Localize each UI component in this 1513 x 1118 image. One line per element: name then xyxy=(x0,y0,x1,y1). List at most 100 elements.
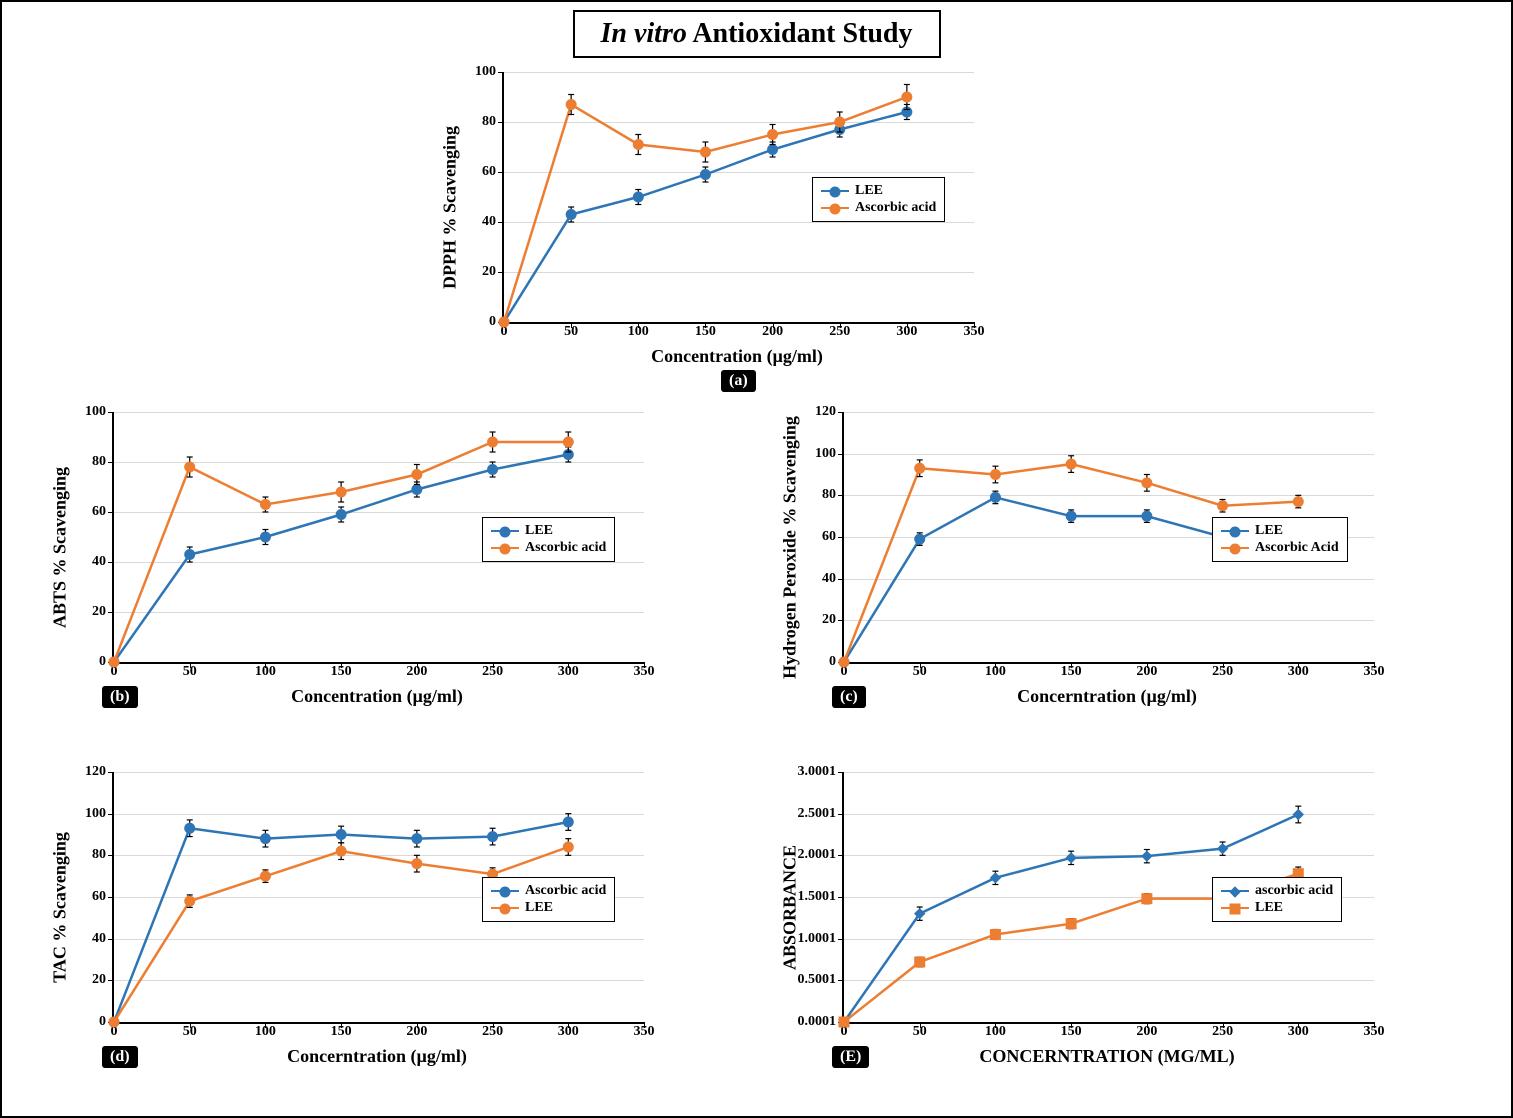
legend-marker-icon xyxy=(499,886,511,898)
legend-label: Ascorbic acid xyxy=(525,540,606,556)
legend-item: LEE xyxy=(1221,900,1333,916)
xtick-label: 350 xyxy=(964,324,985,340)
figure-title: In vitro Antioxidant Study xyxy=(573,10,941,58)
legend-line-icon xyxy=(1221,547,1249,549)
xtick-label: 300 xyxy=(558,664,579,680)
xtick-label: 200 xyxy=(1136,1024,1157,1040)
xtick-label: 250 xyxy=(829,324,850,340)
xtick-label: 200 xyxy=(762,324,783,340)
legend-label: Ascorbic Acid xyxy=(1255,540,1339,556)
xtick-label: 350 xyxy=(634,1024,655,1040)
legend-line-icon xyxy=(491,890,519,892)
ytick-label: 60 xyxy=(92,889,106,905)
panel-tag: (b) xyxy=(102,686,138,708)
legend-line-icon xyxy=(821,190,849,192)
legend-line-icon xyxy=(491,547,519,549)
ytick-label: 40 xyxy=(822,571,836,587)
panel-d: 020406080100120050100150200250300350Conc… xyxy=(42,762,662,1092)
xlabel: Concentration (µg/ml) xyxy=(291,686,463,707)
xtick-label: 200 xyxy=(406,1024,427,1040)
legend-item: Ascorbic acid xyxy=(821,200,936,216)
legend-marker-icon xyxy=(499,526,511,538)
ytick-label: 40 xyxy=(92,554,106,570)
xtick-label: 350 xyxy=(1364,664,1385,680)
ytick-label: 0 xyxy=(99,654,106,670)
xtick-label: 100 xyxy=(985,1024,1006,1040)
xtick-label: 250 xyxy=(482,1024,503,1040)
ytick-label: 1.0001 xyxy=(798,931,837,947)
legend-label: LEE xyxy=(855,183,883,199)
xtick-label: 250 xyxy=(1212,664,1233,680)
legend-marker-icon xyxy=(499,903,511,915)
legend-marker-icon xyxy=(1229,903,1241,915)
ytick-label: 2.5001 xyxy=(798,806,837,822)
legend-item: ascorbic acid xyxy=(1221,883,1333,899)
legend-label: LEE xyxy=(1255,900,1283,916)
legend-label: LEE xyxy=(525,523,553,539)
xtick-label: 100 xyxy=(255,664,276,680)
legend-item: LEE xyxy=(821,183,936,199)
legend: ascorbic acidLEE xyxy=(1212,877,1342,922)
legend-item: Ascorbic acid xyxy=(491,540,606,556)
xtick-label: 50 xyxy=(183,664,197,680)
ytick-label: 0.0001 xyxy=(798,1014,837,1030)
title-rest: Antioxidant Study xyxy=(687,18,913,49)
legend-item: LEE xyxy=(491,900,606,916)
title-italic: In vitro xyxy=(601,18,687,49)
xlabel: Concentration (µg/ml) xyxy=(651,346,823,367)
ylabel: TAC % Scavenging xyxy=(50,832,71,983)
legend: LEEAscorbic Acid xyxy=(1212,517,1348,562)
xtick-label: 150 xyxy=(1061,1024,1082,1040)
ytick-label: 20 xyxy=(482,264,496,280)
xtick-label: 50 xyxy=(183,1024,197,1040)
ytick-label: 0 xyxy=(489,314,496,330)
ytick-label: 80 xyxy=(92,847,106,863)
ytick-label: 100 xyxy=(475,64,496,80)
legend-item: LEE xyxy=(491,523,606,539)
ytick-label: 100 xyxy=(85,806,106,822)
ytick-label: 40 xyxy=(92,931,106,947)
legend-item: Ascorbic acid xyxy=(491,883,606,899)
xtick-label: 350 xyxy=(1364,1024,1385,1040)
xtick-label: 50 xyxy=(913,664,927,680)
legend-line-icon xyxy=(821,207,849,209)
legend-marker-icon xyxy=(829,203,841,215)
legend-marker-icon xyxy=(1229,886,1241,898)
xtick-label: 300 xyxy=(558,1024,579,1040)
ylabel: DPPH % Scavenging xyxy=(440,126,461,289)
xtick-label: 200 xyxy=(406,664,427,680)
xtick-label: 100 xyxy=(255,1024,276,1040)
legend-item: Ascorbic Acid xyxy=(1221,540,1339,556)
ytick-label: 60 xyxy=(822,529,836,545)
xtick-label: 300 xyxy=(896,324,917,340)
xtick-label: 100 xyxy=(628,324,649,340)
legend: Ascorbic acidLEE xyxy=(482,877,615,922)
legend-line-icon xyxy=(1221,890,1249,892)
xtick-label: 200 xyxy=(1136,664,1157,680)
ylabel: ABSORBANCE xyxy=(780,845,801,970)
ytick-label: 120 xyxy=(85,764,106,780)
panel-a: 020406080100050100150200250300350Concent… xyxy=(432,62,992,392)
panel-tag: (E) xyxy=(832,1046,869,1068)
xtick-label: 150 xyxy=(331,664,352,680)
panel-b: 020406080100050100150200250300350Concent… xyxy=(42,402,662,732)
ytick-label: 40 xyxy=(482,214,496,230)
legend: LEEAscorbic acid xyxy=(482,517,615,562)
ytick-label: 20 xyxy=(92,972,106,988)
ytick-label: 3.0001 xyxy=(798,764,837,780)
legend-line-icon xyxy=(491,907,519,909)
ytick-label: 20 xyxy=(822,612,836,628)
xtick-label: 250 xyxy=(1212,1024,1233,1040)
series-line xyxy=(114,847,568,1022)
xtick-label: 250 xyxy=(482,664,503,680)
ytick-label: 0 xyxy=(99,1014,106,1030)
ytick-label: 0.5001 xyxy=(798,972,837,988)
ytick-label: 1.5001 xyxy=(798,889,837,905)
legend-line-icon xyxy=(1221,530,1249,532)
legend-marker-icon xyxy=(1229,526,1241,538)
legend-marker-icon xyxy=(499,543,511,555)
figure-root: In vitro Antioxidant Study 0 20 40 60 80 100 0… xyxy=(0,0,1513,1118)
ytick-label: 60 xyxy=(482,164,496,180)
ytick-label: 80 xyxy=(482,114,496,130)
legend-line-icon xyxy=(1221,907,1249,909)
